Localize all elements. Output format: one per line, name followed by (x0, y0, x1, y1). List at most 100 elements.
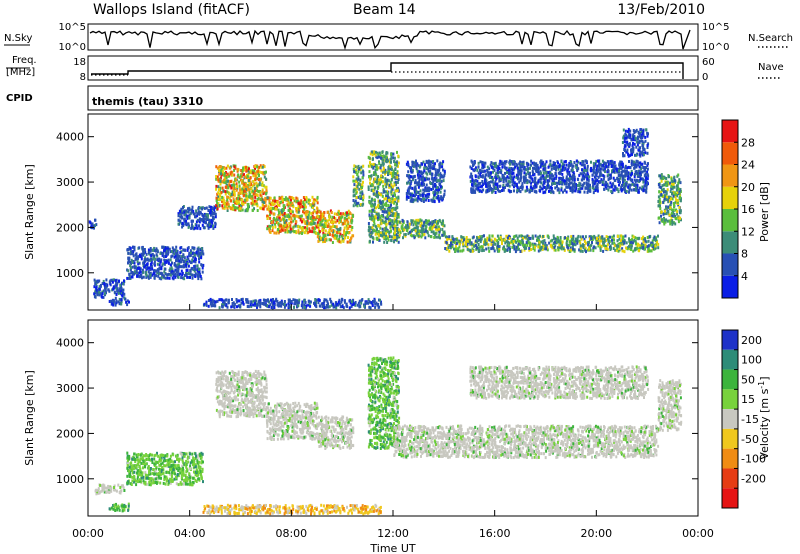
scatter-cell (111, 302, 114, 306)
scatter-cell (592, 247, 595, 251)
scatter-cell (396, 229, 398, 232)
scatter-cell (578, 239, 581, 243)
scatter-cell (389, 171, 392, 175)
scatter-cell (274, 225, 277, 229)
scatter-cell (422, 192, 425, 196)
scatter-cell (221, 186, 224, 190)
scatter-cell (178, 254, 181, 258)
scatter-cell (176, 259, 179, 263)
scatter-cell (445, 241, 448, 245)
scatter-cell (98, 285, 101, 289)
scatter-cell (379, 175, 382, 179)
scatter-cell (408, 222, 411, 226)
scatter-cell (287, 229, 290, 233)
scatter-cell (608, 241, 611, 245)
scatter-cell (589, 237, 591, 241)
scatter-cell (150, 257, 153, 261)
scatter-cell (319, 215, 322, 218)
scatter-cell (373, 192, 376, 196)
scatter-cell (414, 164, 417, 168)
scatter-cell (558, 191, 561, 195)
scatter-cell (416, 190, 419, 194)
scatter-cell (391, 174, 394, 178)
scatter-cell (560, 186, 563, 190)
scatter-cell (192, 259, 195, 263)
scatter-cell (381, 227, 384, 231)
scatter-cell (309, 222, 312, 226)
scatter-cell (279, 200, 282, 204)
scatter-cell (437, 198, 440, 201)
scatter-cell (257, 189, 260, 193)
scatter-cell (323, 223, 326, 227)
scatter-cell (99, 283, 102, 287)
scatter-cell (429, 226, 432, 230)
scatter-cell (129, 260, 132, 264)
scatter-cell (246, 198, 249, 202)
scatter-cell (451, 245, 454, 249)
scatter-cell (385, 223, 388, 227)
scatter-cell (630, 188, 633, 192)
scatter-cell (246, 209, 249, 213)
scatter-cell (362, 164, 365, 168)
scatter-cell (213, 205, 216, 209)
scatter-cell (472, 182, 475, 186)
scatter-cell (339, 216, 342, 220)
scatter-cell (188, 208, 191, 212)
scatter-cell (187, 210, 190, 214)
scatter-cell (148, 266, 151, 270)
scatter-cell (186, 248, 189, 252)
scatter-cell (622, 237, 625, 241)
scatter-cell (627, 165, 630, 169)
scatter-cell (415, 190, 418, 194)
scatter-cell (194, 267, 197, 271)
scatter-cell (257, 169, 260, 173)
scatter-cell (185, 214, 188, 218)
scatter-cell (390, 235, 393, 239)
scatter-cell (171, 261, 173, 265)
scatter-cell (240, 174, 243, 178)
scatter-cell (459, 249, 462, 253)
scatter-cell (391, 194, 394, 198)
scatter-cell (290, 217, 293, 221)
scatter-cell (640, 167, 643, 171)
scatter-cell (212, 226, 215, 230)
scatter-cell (129, 246, 132, 250)
scatter-cell (170, 270, 173, 274)
scatter-cell (376, 187, 379, 191)
scatter-cell (618, 242, 621, 246)
scatter-cell (129, 277, 132, 280)
scatter-cell (406, 228, 408, 232)
scatter-cell (381, 213, 384, 217)
scatter-cell (169, 263, 172, 267)
scatter-cell (394, 214, 397, 218)
scatter-cell (656, 240, 658, 244)
scatter-cell (195, 209, 198, 213)
scatter-cell (626, 247, 629, 251)
scatter-cell (442, 230, 445, 234)
scatter-cell (265, 190, 268, 194)
scatter-cell (303, 231, 306, 235)
scatter-cell (226, 179, 229, 183)
scatter-cell (482, 248, 485, 252)
scatter-cell (476, 179, 479, 183)
scatter-cell (225, 205, 228, 209)
scatter-cell (239, 208, 242, 212)
scatter-cell (579, 246, 582, 250)
scatter-cell (523, 171, 526, 175)
scatter-cell (404, 226, 407, 230)
scatter-cell (406, 160, 409, 164)
scatter-cell (215, 204, 218, 207)
scatter-cell (606, 243, 609, 247)
scatter-cell (343, 231, 346, 235)
scatter-cell (416, 233, 419, 237)
scatter-cell (451, 235, 454, 239)
scatter-cell (435, 188, 438, 192)
scatter-cell (434, 162, 436, 166)
scatter-cell (496, 242, 499, 245)
scatter-cell (217, 178, 220, 182)
scatter-cell (371, 236, 374, 240)
scatter-cell (114, 285, 117, 289)
scatter-cell (387, 238, 390, 242)
scatter-cell (327, 231, 330, 235)
scatter-cell (269, 196, 272, 200)
